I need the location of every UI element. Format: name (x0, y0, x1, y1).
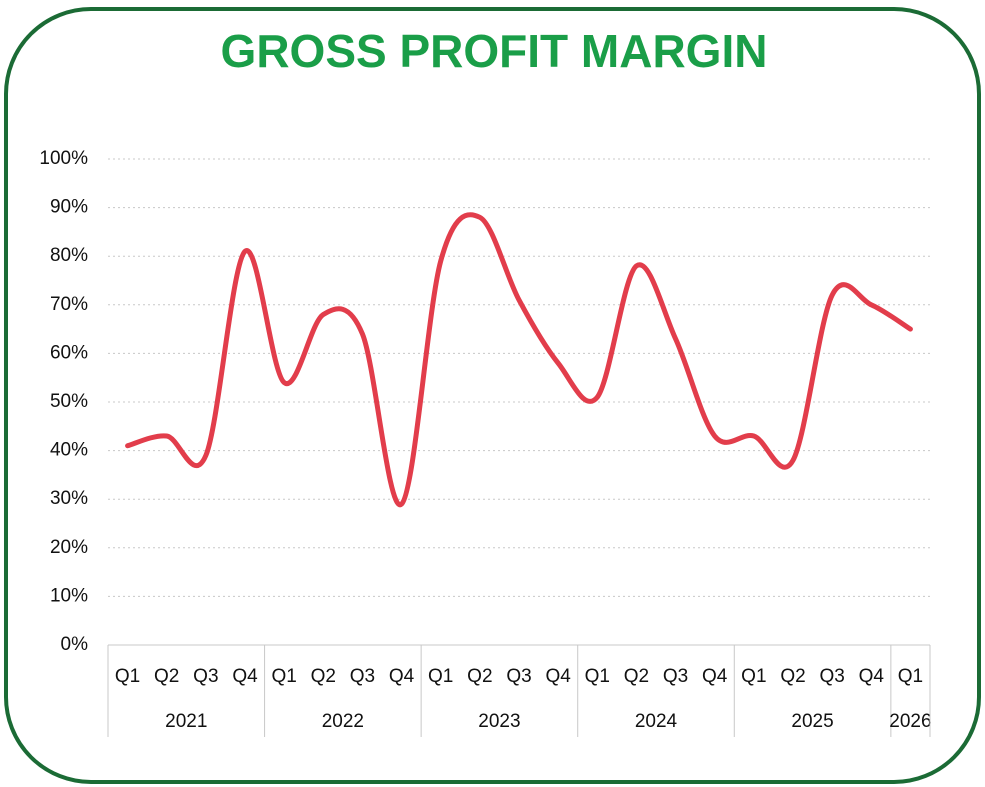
x-tick-label: Q3 (506, 666, 531, 687)
chart-title: GROSS PROFIT MARGIN (221, 25, 768, 77)
line-series (125, 212, 913, 507)
x-tick-label: Q2 (467, 666, 492, 687)
y-tick-label: 20% (50, 537, 88, 558)
x-tick-label: Q1 (898, 666, 923, 687)
x-tick-label: Q1 (115, 666, 140, 687)
x-tick-label: Q3 (350, 666, 375, 687)
x-tick-label: Q4 (545, 666, 571, 687)
x-tick-label: Q4 (232, 666, 258, 687)
y-tick-label: 60% (50, 342, 88, 363)
x-tick-label: Q2 (311, 666, 336, 687)
y-tick-label: 0% (61, 634, 89, 655)
x-tick-label: Q1 (271, 666, 296, 687)
x-group-label: 2021 (165, 711, 207, 732)
x-tick-label: Q2 (624, 666, 649, 687)
x-group-label: 2023 (478, 711, 520, 732)
x-tick-label: Q3 (193, 666, 218, 687)
frame (4, 7, 981, 784)
y-tick-label: 30% (50, 488, 88, 509)
y-tick-label: 40% (50, 440, 88, 461)
x-tick-label: Q1 (741, 666, 766, 687)
x-group-label: 2025 (791, 711, 833, 732)
x-tick-label: Q3 (663, 666, 688, 687)
x-group-label: 2026 (889, 711, 931, 732)
x-tick-label: Q1 (585, 666, 610, 687)
x-tick-label: Q3 (819, 666, 844, 687)
x-tick-label: Q4 (859, 666, 885, 687)
y-tick-label: 10% (50, 585, 88, 606)
x-tick-label: Q4 (389, 666, 415, 687)
y-tick-label: 70% (50, 294, 88, 315)
y-tick-label: 90% (50, 197, 88, 218)
y-tick-label: 80% (50, 245, 88, 266)
x-tick-label: Q4 (702, 666, 728, 687)
x-group-label: 2024 (635, 711, 678, 732)
x-tick-label: Q2 (154, 666, 179, 687)
y-tick-label: 100% (39, 148, 88, 169)
x-tick-label: Q2 (780, 666, 805, 687)
y-tick-label: 50% (50, 391, 88, 412)
x-group-label: 2022 (322, 711, 364, 732)
x-tick-label: Q1 (428, 666, 453, 687)
